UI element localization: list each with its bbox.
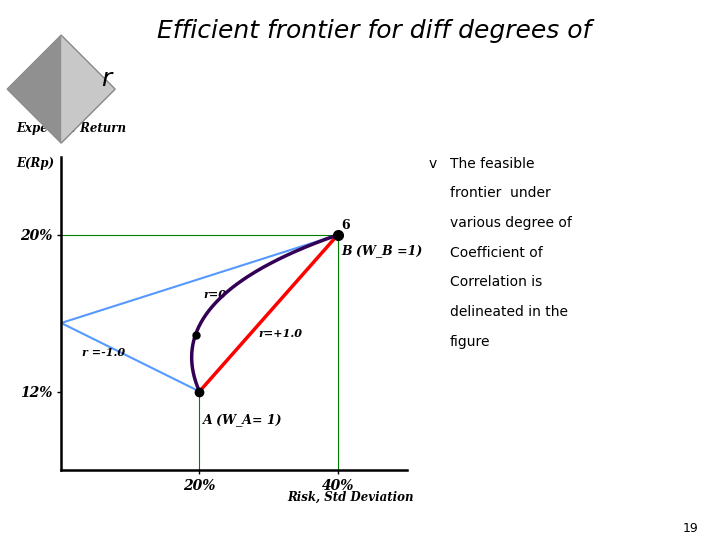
Text: various degree of: various degree of [450,216,572,230]
Text: The feasible: The feasible [450,157,534,171]
Text: 6: 6 [341,219,350,232]
Text: figure: figure [450,335,490,349]
Text: r: r [101,68,111,91]
Text: Expected Return: Expected Return [17,122,126,134]
Text: r=+1.0: r=+1.0 [258,328,302,339]
Text: Efficient frontier for diff degrees of: Efficient frontier for diff degrees of [157,19,592,43]
Text: v: v [428,157,436,171]
Text: A (W_A= 1): A (W_A= 1) [203,413,282,426]
Text: frontier  under: frontier under [450,186,551,200]
Text: delineated in the: delineated in the [450,305,568,319]
Text: Coefficient of: Coefficient of [450,246,543,260]
Text: r=0: r=0 [203,288,226,300]
Text: 19: 19 [683,522,698,535]
Text: B (W_B =1): B (W_B =1) [341,245,423,258]
Text: r =-1.0: r =-1.0 [82,347,125,358]
Text: Risk, Std Deviation: Risk, Std Deviation [287,491,414,504]
Text: Correlation is: Correlation is [450,275,542,289]
Text: E(Rp): E(Rp) [17,157,54,170]
